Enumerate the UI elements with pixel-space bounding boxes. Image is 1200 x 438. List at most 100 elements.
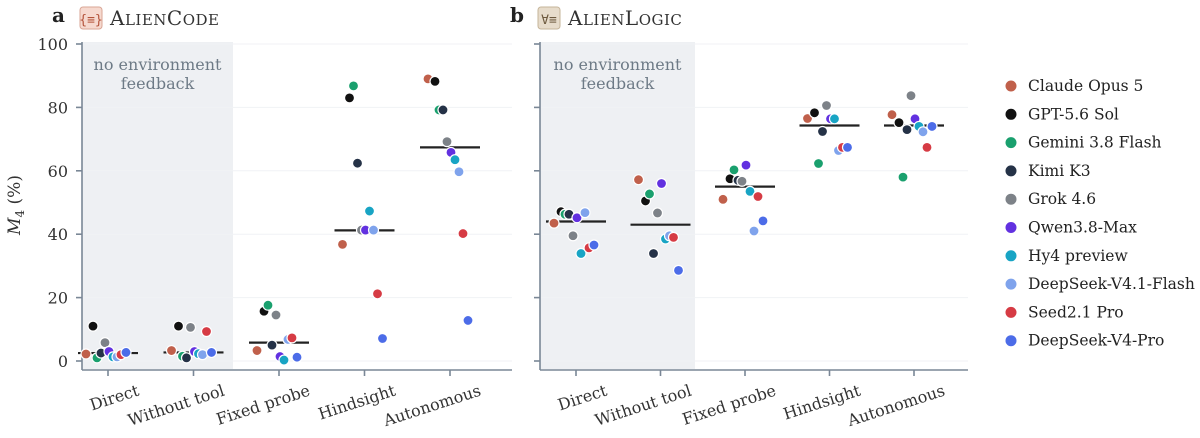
data-point	[748, 225, 760, 237]
data-point	[343, 92, 356, 104]
data-point	[820, 99, 833, 112]
legend-label: Hy4 preview	[1028, 247, 1128, 265]
y-tick-label: 0	[58, 352, 68, 371]
data-point	[579, 207, 591, 219]
data-point	[262, 299, 274, 311]
data-point	[270, 309, 282, 321]
data-point	[571, 212, 583, 224]
data-point	[841, 141, 854, 153]
y-tick-label: 20	[48, 289, 68, 308]
data-point	[926, 120, 938, 133]
legend-marker	[1004, 192, 1018, 206]
data-point	[80, 348, 92, 360]
data-point	[828, 113, 841, 125]
data-point	[437, 104, 449, 116]
data-point	[453, 166, 465, 178]
data-point	[449, 154, 461, 166]
legend-marker	[1004, 107, 1018, 121]
data-point	[172, 320, 185, 332]
code-braces-icon	[79, 6, 103, 30]
data-point	[286, 332, 298, 344]
data-point	[893, 117, 905, 129]
x-tick-label: Autonomous	[380, 381, 483, 431]
no-feedback-shade	[540, 42, 695, 369]
y-tick-label: 60	[48, 162, 68, 181]
data-point	[567, 230, 579, 242]
x-tick-label: Without tool	[125, 381, 226, 430]
legend-marker	[1004, 136, 1018, 150]
data-point	[205, 346, 218, 359]
legend-marker	[1004, 79, 1018, 93]
legend-marker	[1004, 334, 1018, 348]
logic-symbols-icon	[537, 6, 561, 30]
data-point	[278, 354, 290, 366]
data-point	[548, 217, 560, 229]
x-tick-label: Fixed probe	[214, 381, 312, 429]
legend-marker	[1004, 277, 1018, 291]
data-point	[363, 205, 376, 217]
data-point	[655, 177, 668, 190]
data-point	[429, 75, 441, 88]
legend-label: DeepSeek-V4-Pro	[1028, 332, 1164, 350]
no-feedback-shade	[82, 42, 233, 369]
x-tick-label: Fixed probe	[680, 381, 778, 429]
legend-label: GPT-5.6 Sol	[1028, 105, 1119, 123]
y-tick-label: 100	[37, 35, 68, 54]
data-point	[812, 157, 825, 170]
data-point	[667, 231, 680, 243]
legend-label: Kimi K3	[1028, 162, 1091, 180]
data-point	[291, 351, 303, 363]
legend-marker	[1004, 249, 1018, 263]
data-point	[251, 344, 263, 357]
data-point	[87, 320, 99, 332]
data-point	[643, 188, 656, 200]
shade-note-line1: no environment	[94, 55, 222, 74]
y-axis-label: M4 (%)	[5, 175, 27, 236]
panel-title: ALIENLOGIC	[567, 6, 682, 30]
data-point	[200, 325, 213, 338]
data-point	[921, 141, 933, 153]
data-point	[744, 185, 756, 198]
data-point	[196, 349, 209, 361]
legend-label: DeepSeek-V4.1-Flash	[1028, 275, 1195, 293]
legend-marker	[1004, 164, 1018, 178]
data-point	[376, 332, 389, 345]
legend-marker	[1004, 305, 1018, 319]
data-point	[575, 247, 587, 260]
data-point	[901, 123, 913, 136]
data-point	[266, 339, 278, 351]
data-point	[651, 207, 664, 219]
data-point	[180, 352, 193, 364]
data-point	[717, 193, 729, 205]
data-point	[736, 175, 748, 187]
data-point	[905, 90, 917, 102]
data-point	[457, 227, 469, 240]
data-point	[165, 344, 178, 357]
data-point	[336, 238, 349, 250]
data-point	[757, 215, 769, 227]
data-point	[647, 247, 660, 260]
data-point	[462, 314, 474, 327]
panel-letter: a	[52, 3, 65, 27]
data-point	[740, 159, 752, 171]
data-point	[367, 224, 380, 236]
legend-label: Grok 4.6	[1028, 190, 1096, 208]
legend-label: Seed2.1 Pro	[1028, 303, 1124, 321]
y-tick-label: 40	[48, 225, 68, 244]
data-point	[120, 346, 132, 359]
panel-letter: b	[510, 3, 524, 27]
shade-note-line2: feedback	[121, 74, 195, 93]
data-point	[672, 264, 685, 276]
data-point	[371, 288, 384, 300]
code-braces-icon-glyph: {≡}	[79, 13, 102, 28]
shade-note-line1: no environment	[554, 55, 682, 74]
data-point	[728, 164, 740, 176]
legend-label: Qwen3.8-Max	[1028, 219, 1137, 237]
data-point	[588, 239, 600, 251]
data-point	[752, 190, 764, 203]
data-point	[897, 171, 909, 183]
data-point	[917, 126, 929, 138]
data-point	[351, 157, 364, 169]
